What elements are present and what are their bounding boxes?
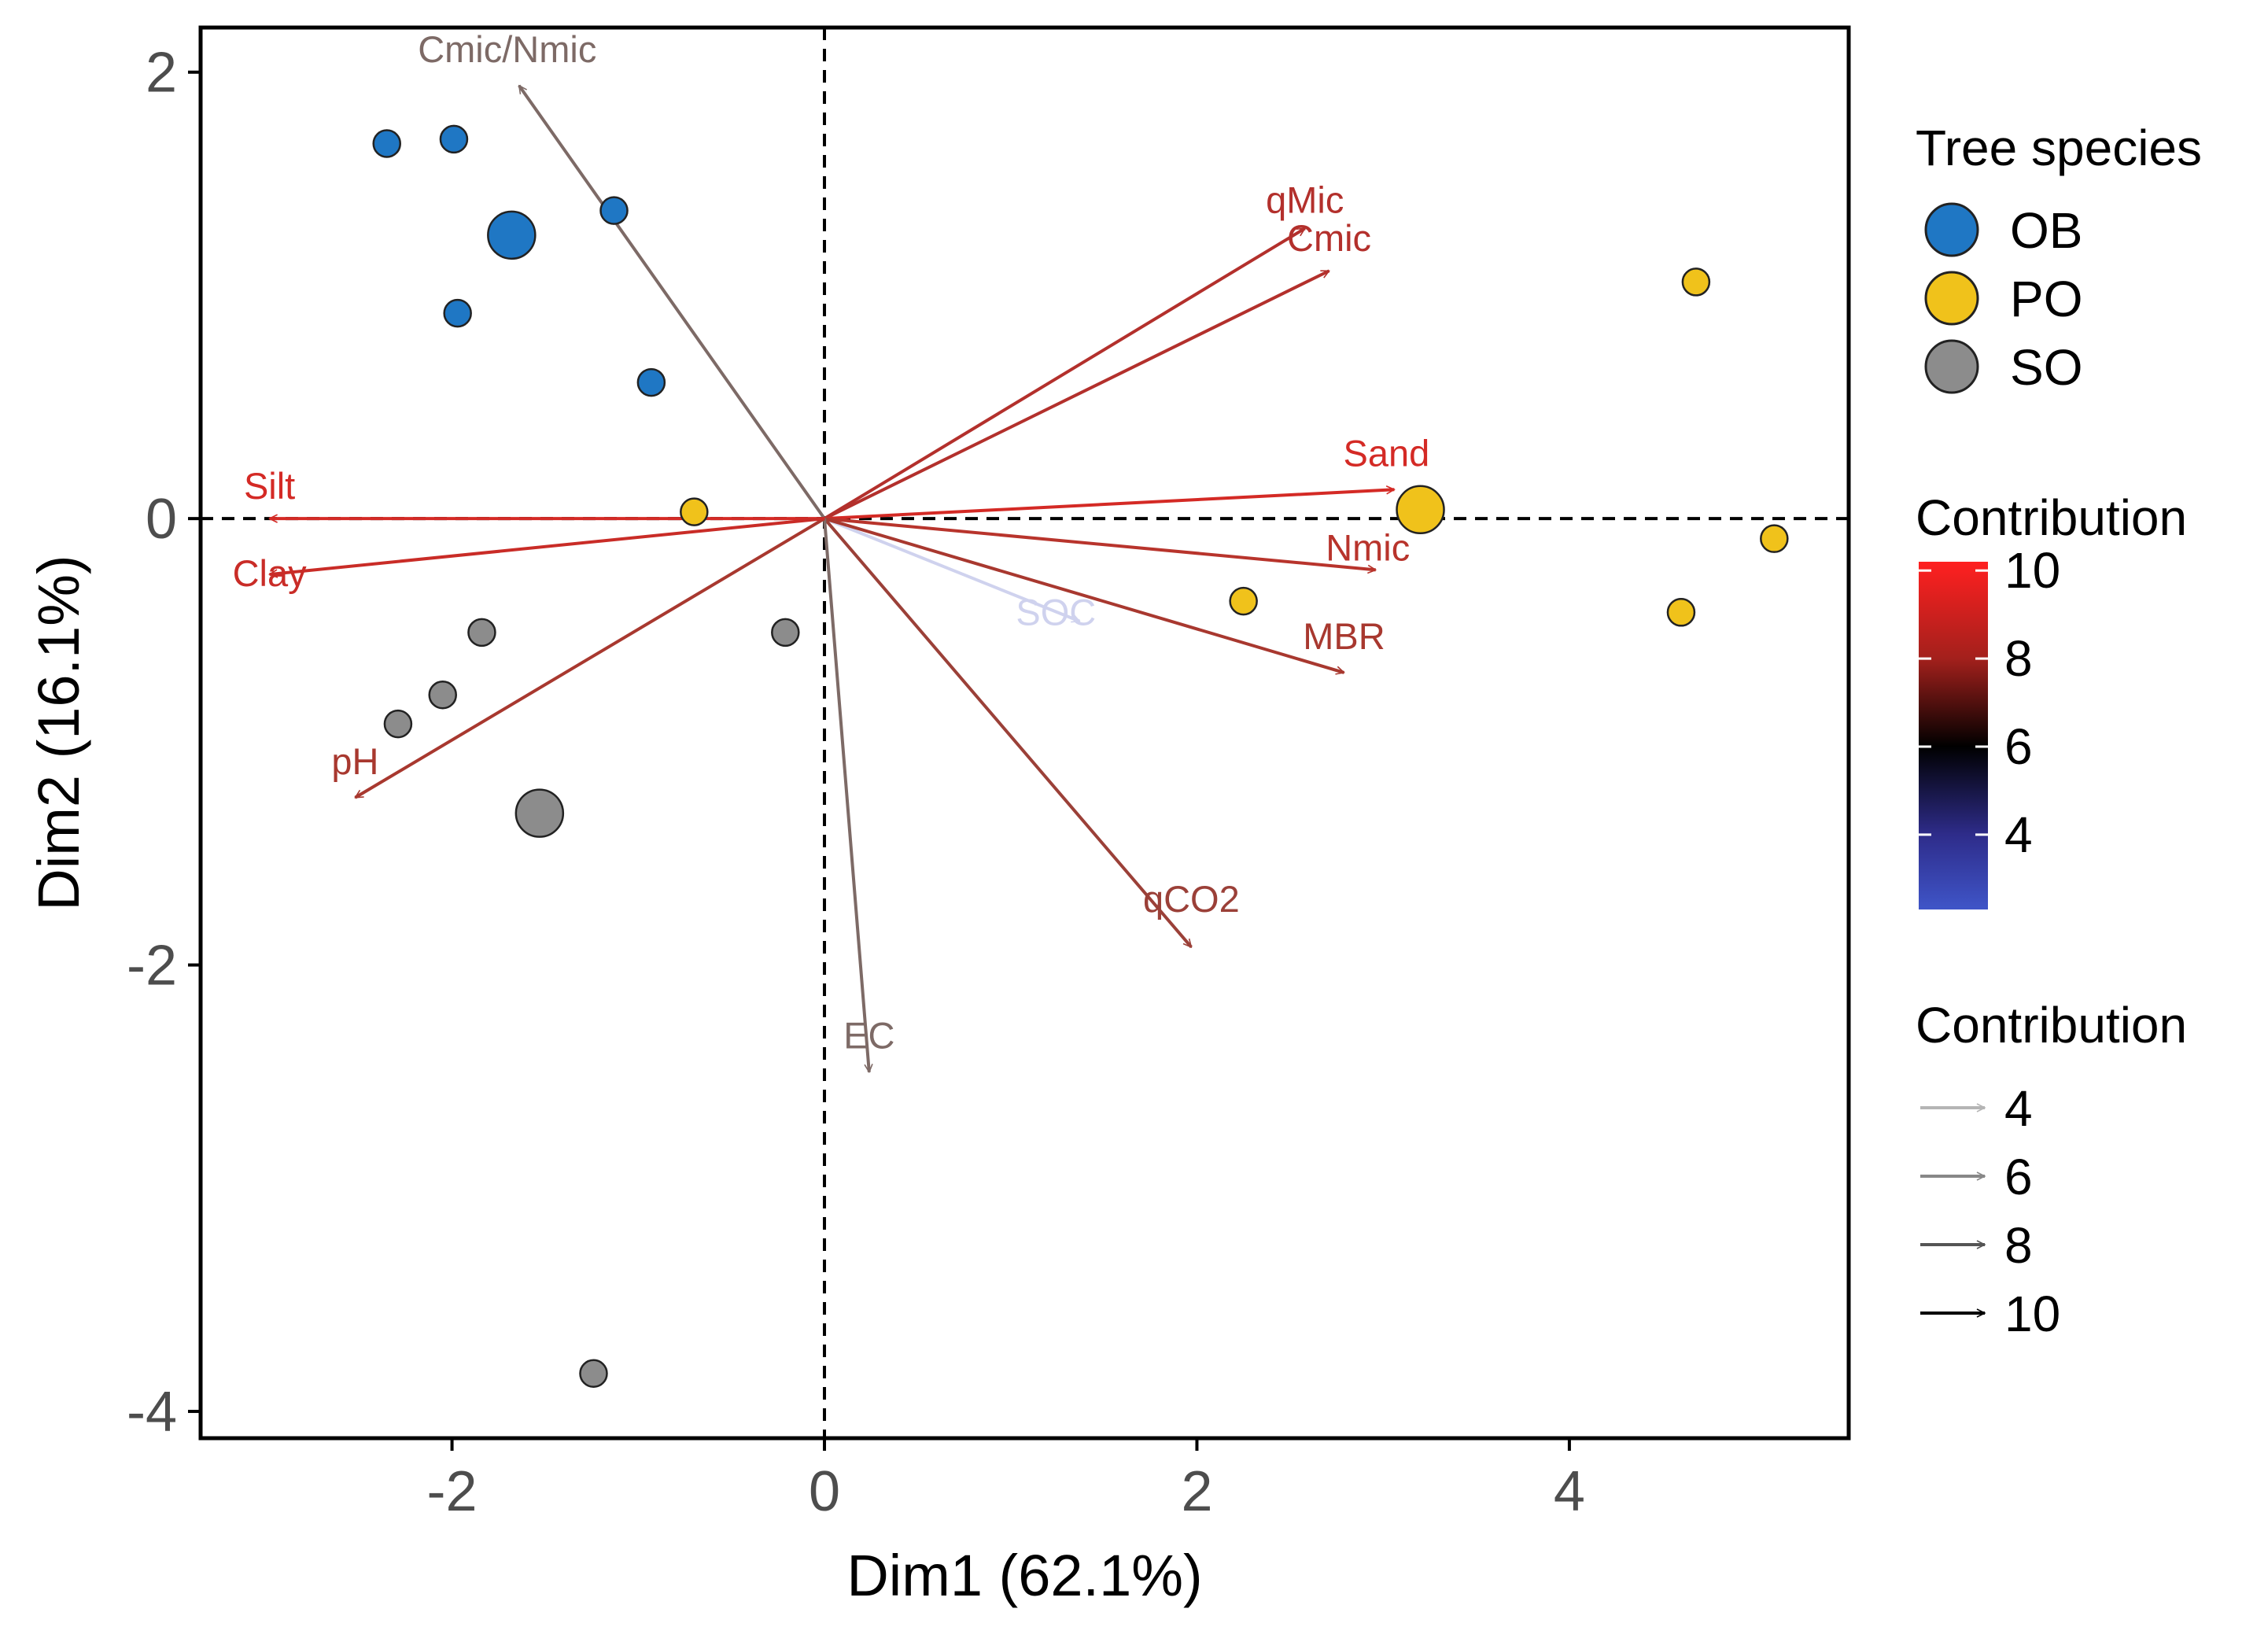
legend-tree-species: Tree species OB PO SO bbox=[1916, 120, 2202, 396]
legend-key-ob bbox=[1924, 202, 1979, 257]
point-ob bbox=[487, 210, 537, 260]
legend-key-po bbox=[1924, 271, 1979, 326]
zero-reference-lines bbox=[201, 28, 1849, 1438]
individual-points bbox=[372, 124, 1789, 1388]
vector-cmic bbox=[824, 269, 1329, 520]
point-po bbox=[1229, 586, 1258, 616]
point-so bbox=[514, 788, 565, 838]
point-so bbox=[383, 709, 413, 739]
vector-soc bbox=[824, 517, 1079, 623]
legend-arrow-label: 8 bbox=[2004, 1217, 2033, 1274]
x-axis-label: Dim1 (62.1%) bbox=[846, 1543, 1202, 1608]
legend-contribution-color: Contribution 10 8 6 4 bbox=[1916, 489, 2187, 909]
vector-ph bbox=[355, 517, 826, 799]
point-ob bbox=[599, 196, 629, 225]
point-so bbox=[467, 618, 496, 647]
colorbar-tick-label: 10 bbox=[2004, 542, 2060, 599]
legend-arrow-label: 10 bbox=[2004, 1286, 2060, 1342]
legend-alpha-title: Contribution bbox=[1916, 997, 2187, 1053]
point-ob bbox=[636, 367, 666, 397]
point-so bbox=[579, 1359, 608, 1388]
vector-mbr bbox=[824, 517, 1344, 673]
y-tick-label: 0 bbox=[146, 488, 177, 551]
y-tick-label: -4 bbox=[127, 1381, 177, 1444]
x-tick-label: -2 bbox=[427, 1460, 478, 1523]
vector-sand bbox=[824, 489, 1394, 521]
x-tick-label: 0 bbox=[809, 1460, 840, 1523]
point-ob bbox=[439, 124, 469, 154]
colorbar-tick-label: 6 bbox=[2004, 718, 2033, 775]
point-ob bbox=[443, 298, 472, 328]
vector-qco2 bbox=[823, 517, 1193, 947]
y-tick-label: 2 bbox=[146, 42, 177, 105]
axes: -2 0 2 4 -4 -2 0 2 bbox=[127, 42, 1585, 1523]
point-so bbox=[771, 618, 800, 647]
legend-color-title: Contribution bbox=[1916, 489, 2187, 546]
vector-label-silt: Silt bbox=[244, 465, 295, 507]
y-tick-label: -2 bbox=[127, 935, 177, 998]
colorbar-tick-label: 4 bbox=[2004, 806, 2033, 863]
vector-label-soc: SOC bbox=[1016, 592, 1096, 633]
y-axis-label: Dim2 (16.1%) bbox=[26, 555, 91, 910]
point-po bbox=[1666, 598, 1696, 627]
point-ob bbox=[372, 129, 401, 158]
point-so bbox=[428, 681, 457, 710]
point-po bbox=[680, 497, 709, 526]
legend-label-po: PO bbox=[2010, 271, 2082, 327]
legend-contribution-alpha: Contribution 4 6 8 10 bbox=[1916, 997, 2187, 1342]
vector-label-qco2: qCO2 bbox=[1143, 878, 1240, 920]
legend-arrow-label: 6 bbox=[2004, 1149, 2033, 1205]
vector-label-sand: Sand bbox=[1344, 432, 1430, 474]
legend-label-so: SO bbox=[2010, 339, 2082, 396]
vector-cmic-nmic bbox=[518, 86, 826, 520]
vector-label-mbr: MBR bbox=[1303, 615, 1385, 657]
legend-arrow-label: 4 bbox=[2004, 1080, 2033, 1137]
point-po bbox=[1396, 485, 1445, 535]
vector-label-clay: Clay bbox=[233, 552, 308, 594]
x-tick-label: 2 bbox=[1181, 1460, 1212, 1523]
vector-label-nmic: Nmic bbox=[1326, 526, 1410, 568]
vector-clay bbox=[270, 517, 825, 574]
vector-label-ec: EC bbox=[843, 1015, 894, 1057]
vector-qmic bbox=[823, 227, 1305, 520]
colorbar-tick-label: 8 bbox=[2004, 630, 2033, 687]
vector-label-cmic: Cmic bbox=[1287, 217, 1371, 259]
legend-key-so bbox=[1924, 339, 1979, 394]
vector-nmic bbox=[824, 517, 1376, 570]
colorbar bbox=[1919, 562, 1988, 909]
legend-label-ob: OB bbox=[2010, 202, 2082, 259]
point-po bbox=[1760, 524, 1789, 553]
legend-species-title: Tree species bbox=[1916, 120, 2202, 176]
x-tick-label: 4 bbox=[1554, 1460, 1585, 1523]
point-po bbox=[1681, 267, 1711, 297]
plot-frame bbox=[198, 25, 1851, 1441]
vector-label-ph: pH bbox=[331, 740, 378, 782]
vector-ec bbox=[823, 518, 869, 1072]
vector-label-cmic-nmic: Cmic/Nmic bbox=[418, 28, 596, 70]
vector-label-qmic: qMic bbox=[1266, 179, 1344, 220]
